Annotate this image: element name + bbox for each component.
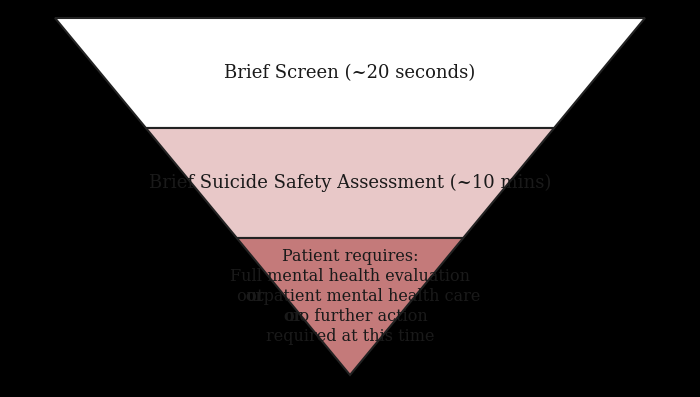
Text: no further action: no further action xyxy=(284,308,428,325)
Text: required at this time: required at this time xyxy=(266,328,434,345)
Text: or: or xyxy=(284,308,302,325)
Text: outpatient mental health care: outpatient mental health care xyxy=(232,288,480,305)
Text: Patient requires:: Patient requires: xyxy=(281,248,419,265)
Polygon shape xyxy=(146,128,554,238)
Text: Brief Screen (~20 seconds): Brief Screen (~20 seconds) xyxy=(225,64,475,82)
Text: Full mental health evaluation: Full mental health evaluation xyxy=(230,268,470,285)
Polygon shape xyxy=(237,238,463,375)
Text: Brief Suicide Safety Assessment (~10 mins): Brief Suicide Safety Assessment (~10 min… xyxy=(149,174,551,192)
Text: or: or xyxy=(246,288,265,305)
Polygon shape xyxy=(55,18,645,128)
